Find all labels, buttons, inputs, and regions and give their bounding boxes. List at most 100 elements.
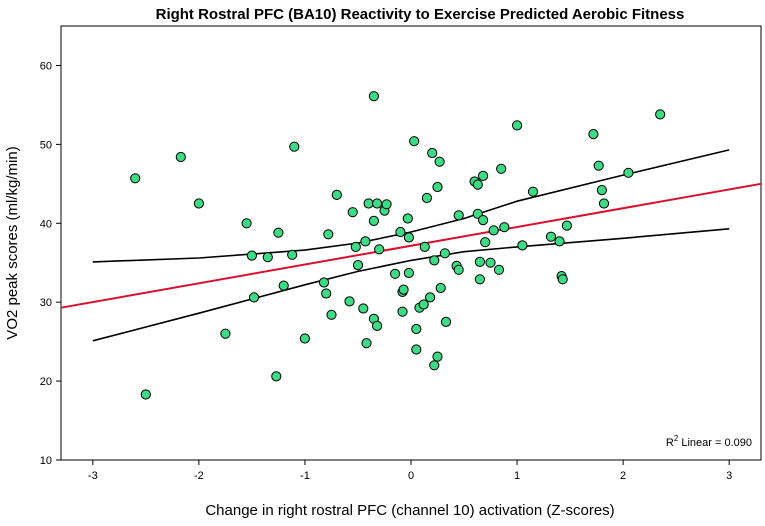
plot-area: 10 20 30 40 50 60 -3 -2 -1 0 1 2 3 xyxy=(40,25,762,482)
data-point xyxy=(358,303,369,314)
data-point xyxy=(598,198,610,209)
data-point xyxy=(411,344,422,355)
y-axis: 10 20 30 40 50 60 xyxy=(40,60,61,467)
data-point xyxy=(368,91,379,102)
data-point xyxy=(512,120,523,131)
data-point xyxy=(453,210,464,221)
data-point xyxy=(485,257,496,268)
r-squared-prefix: R xyxy=(666,437,674,449)
x-tick-label: -3 xyxy=(88,470,98,482)
data-points xyxy=(130,91,666,400)
data-point xyxy=(418,299,429,310)
data-point xyxy=(474,256,485,267)
data-point xyxy=(344,296,355,307)
x-tick-label: -2 xyxy=(194,470,204,482)
fit-lines xyxy=(60,149,762,342)
y-tick-label: 10 xyxy=(40,455,52,467)
data-point xyxy=(397,306,408,317)
data-point xyxy=(429,255,440,266)
data-point xyxy=(140,389,151,400)
data-point xyxy=(271,371,282,382)
data-point xyxy=(527,186,539,197)
y-tick-label: 40 xyxy=(40,218,52,230)
x-tick-label: 0 xyxy=(408,470,414,482)
data-point xyxy=(478,170,489,181)
r-squared-text: Linear = 0.090 xyxy=(678,437,752,449)
data-point xyxy=(623,167,634,178)
r-squared-annotation: R2 Linear = 0.090 xyxy=(666,434,752,449)
data-point xyxy=(411,323,422,335)
data-point xyxy=(318,277,330,288)
y-tick-label: 20 xyxy=(40,376,52,388)
data-point xyxy=(596,185,608,196)
x-tick-label: -1 xyxy=(300,470,310,482)
data-point xyxy=(419,241,430,252)
data-point xyxy=(130,173,141,184)
data-point xyxy=(453,264,464,275)
data-point xyxy=(246,250,257,261)
data-point xyxy=(368,215,379,226)
data-point xyxy=(593,160,604,171)
data-point xyxy=(241,218,252,229)
data-point xyxy=(299,333,310,344)
ci-upper-line xyxy=(92,149,730,263)
data-point xyxy=(439,248,450,259)
data-point xyxy=(425,292,436,303)
data-point xyxy=(326,309,337,320)
data-point xyxy=(395,226,406,238)
data-point xyxy=(493,264,505,275)
data-point xyxy=(440,316,452,327)
data-point xyxy=(478,215,489,226)
data-point xyxy=(435,282,446,294)
data-point xyxy=(496,163,507,174)
x-axis-label: Change in right rostral PFC (channel 10)… xyxy=(205,502,614,519)
data-point xyxy=(262,252,273,263)
data-point xyxy=(554,236,565,247)
data-point xyxy=(432,181,443,193)
plot-frame xyxy=(60,25,762,461)
data-point xyxy=(557,274,568,285)
data-point xyxy=(398,284,409,295)
data-point xyxy=(427,147,438,159)
data-point xyxy=(517,240,528,251)
data-point xyxy=(287,249,298,260)
data-point xyxy=(248,292,260,303)
data-point xyxy=(402,213,413,224)
x-tick-label: 1 xyxy=(514,470,520,482)
data-point xyxy=(331,189,342,200)
data-point xyxy=(347,207,358,218)
data-point xyxy=(434,156,445,167)
x-tick-label: 3 xyxy=(726,470,732,482)
x-axis: -3 -2 -1 0 1 2 3 xyxy=(88,460,732,482)
data-point xyxy=(193,198,204,209)
y-tick-label: 50 xyxy=(40,139,52,151)
data-point xyxy=(409,136,420,147)
data-point xyxy=(372,320,383,331)
ci-lower-line xyxy=(92,228,730,342)
data-point xyxy=(220,328,231,339)
data-point xyxy=(289,141,300,152)
data-point xyxy=(381,199,392,210)
data-point xyxy=(561,220,573,231)
y-axis-label: VO2 peak scores (ml/kg/min) xyxy=(4,146,21,339)
data-point xyxy=(432,351,443,362)
data-point xyxy=(321,288,332,299)
data-point xyxy=(360,236,371,247)
data-point xyxy=(390,268,401,279)
data-point xyxy=(352,260,364,271)
data-point xyxy=(655,109,666,120)
y-tick-label: 60 xyxy=(40,60,52,72)
data-point xyxy=(363,198,374,209)
data-point xyxy=(499,222,510,233)
data-point xyxy=(372,198,383,209)
data-point xyxy=(403,267,414,279)
data-point xyxy=(421,192,432,204)
data-point xyxy=(175,151,186,163)
data-point xyxy=(480,237,491,248)
data-point xyxy=(273,227,284,238)
r-squared-superscript: 2 xyxy=(674,434,679,443)
data-point xyxy=(429,360,440,371)
chart-title: Right Rostral PFC (BA10) Reactivity to E… xyxy=(156,6,685,23)
data-point xyxy=(350,241,361,252)
